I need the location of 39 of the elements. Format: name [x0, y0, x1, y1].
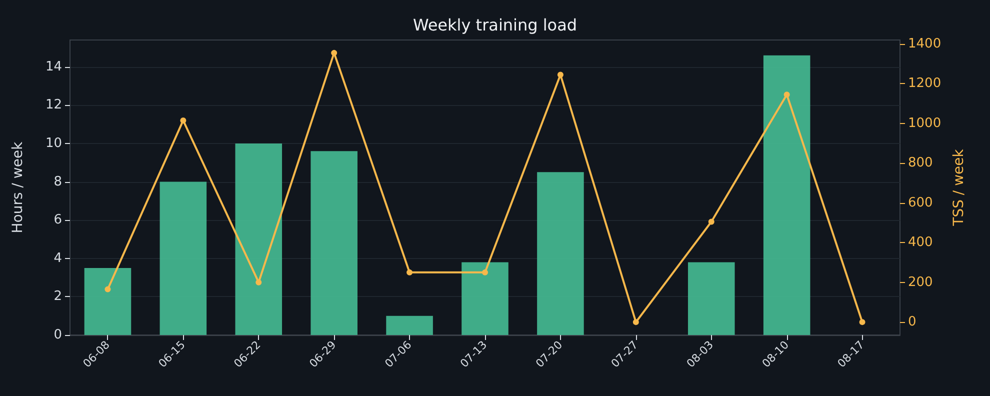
y2-tick-label: 1400 — [908, 36, 942, 52]
y-tick-label: 8 — [54, 174, 62, 190]
y-tick-label: 6 — [54, 212, 62, 228]
y-tick-label: 4 — [54, 250, 62, 266]
y-axis-title: Hours / week — [10, 140, 26, 234]
bar — [310, 151, 358, 335]
point — [557, 72, 564, 78]
bar — [84, 268, 132, 335]
y2-tick-label: 1200 — [908, 76, 942, 92]
y2-tick-label: 400 — [908, 235, 933, 250]
point — [406, 269, 413, 276]
point — [180, 117, 186, 124]
point — [708, 218, 714, 225]
bar — [688, 262, 735, 335]
y-tick-label: 0 — [54, 328, 62, 342]
y2-tick-label: 1000 — [908, 116, 942, 131]
bar — [763, 55, 810, 335]
chart-title: Weekly training load — [412, 16, 578, 34]
point — [482, 269, 488, 276]
y-tick-label: 12 — [45, 98, 62, 113]
bar — [386, 316, 433, 335]
bar — [160, 182, 207, 335]
y-tick-label: 14 — [45, 59, 62, 74]
point — [331, 50, 338, 56]
y2-tick-label: 600 — [908, 195, 933, 210]
bar — [462, 262, 508, 335]
y2-axis-title: TSS / week — [950, 148, 967, 227]
point — [256, 279, 262, 286]
y2-tick-label: 200 — [908, 274, 933, 290]
y-tick-label: 10 — [45, 136, 62, 151]
y2-tick-label: 800 — [908, 156, 933, 171]
point — [784, 92, 790, 98]
point — [104, 286, 111, 292]
bar — [235, 143, 282, 335]
point — [859, 319, 866, 326]
y-tick-label: 2 — [54, 289, 62, 304]
y2-tick-label: 0 — [908, 314, 916, 330]
point — [632, 319, 639, 326]
bar — [537, 172, 584, 335]
